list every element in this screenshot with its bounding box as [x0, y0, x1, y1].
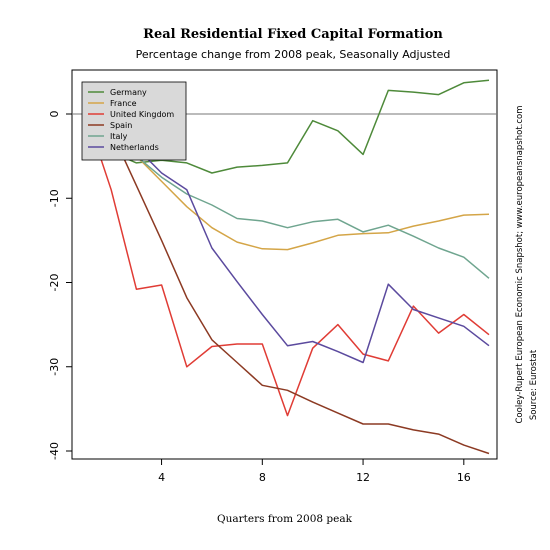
- series-line-italy: [85, 113, 490, 279]
- legend: Germany France United Kingdom Spain Italy Net…: [81, 81, 187, 161]
- legend-label: Spain: [110, 121, 132, 130]
- legend-label: United Kingdom: [110, 110, 174, 119]
- y-axis: 0 -10 -20 -30 -40: [48, 111, 72, 460]
- source-note-eurostat: Source: Eurostat: [529, 349, 539, 420]
- x-tick-label: 8: [259, 471, 266, 484]
- x-tick-label: 12: [356, 471, 370, 484]
- chart-title: Real Residential Fixed Capital Formation: [143, 27, 443, 42]
- plot-area: 4 8 12 16 0 -10 -20 -30 -40: [48, 69, 498, 484]
- legend-label: Italy: [110, 132, 128, 141]
- series-line-united-kingdom: [85, 113, 490, 417]
- series-line-spain: [85, 113, 490, 455]
- y-tick-label: -40: [48, 442, 61, 460]
- y-tick-label: -10: [48, 189, 61, 207]
- series-line-netherlands: [85, 113, 490, 364]
- x-axis-label: Quarters from 2008 peak: [217, 513, 353, 525]
- series-line-france: [85, 113, 490, 251]
- y-tick-label: -30: [48, 358, 61, 376]
- source-note-attribution: Cooley-Rupert European Economic Snapshot…: [515, 105, 525, 423]
- series-line-germany: [85, 79, 490, 174]
- legend-label: Netherlands: [110, 143, 159, 152]
- legend-label: Germany: [110, 88, 147, 97]
- chart-subtitle: Percentage change from 2008 peak, Season…: [136, 48, 451, 61]
- series-group: [85, 79, 490, 455]
- x-tick-label: 16: [457, 471, 471, 484]
- y-tick-label: -20: [48, 274, 61, 292]
- legend-label: France: [110, 99, 137, 108]
- plot-frame: [71, 69, 498, 460]
- x-axis: 4 8 12 16: [158, 459, 471, 484]
- x-tick-label: 4: [158, 471, 165, 484]
- y-tick-label: 0: [48, 111, 61, 118]
